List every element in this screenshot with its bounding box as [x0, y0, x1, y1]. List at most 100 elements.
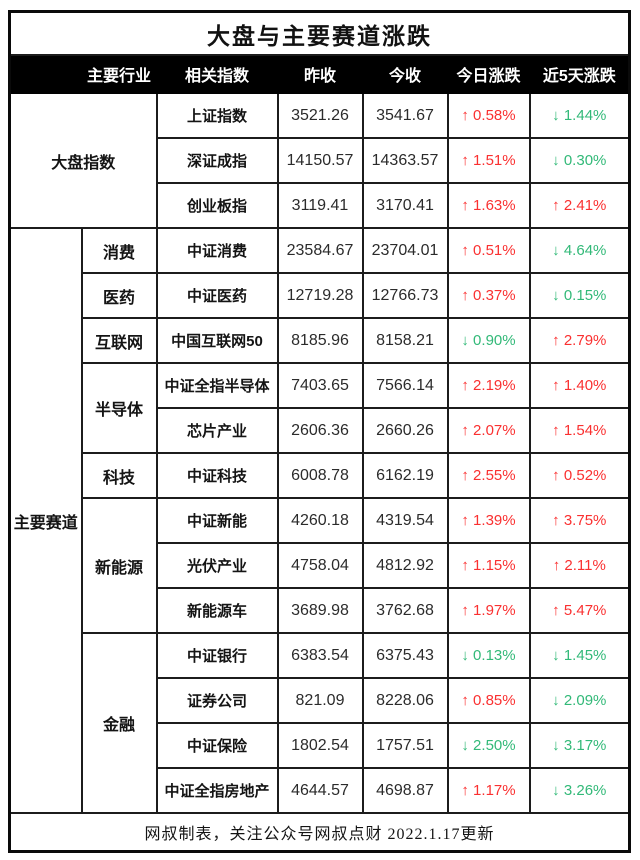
subsector-cell-consumer: 消费	[80, 227, 158, 274]
header-spacer	[8, 54, 83, 94]
table-row: 光伏产业 4758.04 4812.92 ↑ 1.15% ↑ 2.11%	[10, 542, 631, 589]
today-change-cell: ↑ 0.85%	[446, 677, 531, 724]
today-change-cell: ↑ 0.58%	[446, 92, 531, 139]
today-close-cell: 2660.26	[361, 407, 449, 454]
today-close-cell: 4698.87	[361, 767, 449, 814]
header-5day-change: 近5天涨跌	[528, 54, 631, 94]
five-day-change-cell: ↓ 0.30%	[528, 137, 631, 184]
prev-close-cell: 14150.57	[276, 137, 364, 184]
subsector-cell-new-energy: 新能源	[80, 497, 158, 634]
table-row: 科技 中证科技 6008.78 6162.19 ↑ 2.55% ↑ 0.52%	[10, 452, 631, 499]
index-name-cell: 中证全指房地产	[155, 767, 279, 814]
today-close-cell: 6375.43	[361, 632, 449, 679]
prev-close-cell: 4758.04	[276, 542, 364, 589]
today-change-cell: ↑ 1.17%	[446, 767, 531, 814]
today-close-cell: 4812.92	[361, 542, 449, 589]
today-close-cell: 1757.51	[361, 722, 449, 769]
today-close-cell: 3541.67	[361, 92, 449, 139]
table-row: 互联网 中国互联网50 8185.96 8158.21 ↓ 0.90% ↑ 2.…	[10, 317, 631, 364]
today-close-cell: 4319.54	[361, 497, 449, 544]
index-name-cell: 中证医药	[155, 272, 279, 319]
today-change-cell: ↓ 2.50%	[446, 722, 531, 769]
today-close-cell: 23704.01	[361, 227, 449, 274]
subsector-cell-finance: 金融	[80, 632, 158, 814]
header-index: 相关指数	[155, 54, 279, 94]
five-day-change-cell: ↓ 3.17%	[528, 722, 631, 769]
today-close-cell: 3762.68	[361, 587, 449, 634]
header-today-close: 今收	[361, 54, 449, 94]
five-day-change-cell: ↑ 2.11%	[528, 542, 631, 589]
header-industry: 主要行业	[80, 54, 158, 94]
subsector-cell-pharma: 医药	[80, 272, 158, 319]
five-day-change-cell: ↑ 3.75%	[528, 497, 631, 544]
index-name-cell: 中证新能	[155, 497, 279, 544]
index-name-cell: 中证保险	[155, 722, 279, 769]
today-change-cell: ↑ 2.55%	[446, 452, 531, 499]
table-row: 新能源 中证新能 4260.18 4319.54 ↑ 1.39% ↑ 3.75%	[10, 497, 631, 634]
market-sectors-table: 大盘与主要赛道涨跌 主要行业 相关指数 昨收 今收 今日涨跌 近5天涨跌 大盘指…	[8, 10, 632, 853]
sector-cell-market-index: 大盘指数	[8, 92, 158, 229]
five-day-change-cell: ↑ 1.40%	[528, 362, 631, 409]
five-day-change-cell: ↓ 4.64%	[528, 227, 631, 274]
five-day-change-cell: ↑ 1.54%	[528, 407, 631, 454]
five-day-change-cell: ↓ 3.26%	[528, 767, 631, 814]
today-close-cell: 7566.14	[361, 362, 449, 409]
five-day-change-cell: ↓ 1.44%	[528, 92, 631, 139]
index-name-cell: 中证银行	[155, 632, 279, 679]
prev-close-cell: 3521.26	[276, 92, 364, 139]
prev-close-cell: 6008.78	[276, 452, 364, 499]
prev-close-cell: 2606.36	[276, 407, 364, 454]
table-row: 芯片产业 2606.36 2660.26 ↑ 2.07% ↑ 1.54%	[10, 407, 631, 454]
table-row: 创业板指 3119.41 3170.41 ↑ 1.63% ↑ 2.41%	[10, 182, 631, 229]
today-close-cell: 8228.06	[361, 677, 449, 724]
index-name-cell: 中证全指半导体	[155, 362, 279, 409]
index-name-cell: 深证成指	[155, 137, 279, 184]
prev-close-cell: 4644.57	[276, 767, 364, 814]
table-row: 金融 中证银行 6383.54 6375.43 ↓ 0.13% ↓ 1.45%	[10, 632, 631, 814]
five-day-change-cell: ↑ 2.79%	[528, 317, 631, 364]
today-change-cell: ↑ 1.39%	[446, 497, 531, 544]
prev-close-cell: 4260.18	[276, 497, 364, 544]
table-row: 主要赛道 消费 中证消费 23584.67 23704.01 ↑ 0.51% ↓…	[8, 227, 631, 814]
five-day-change-cell: ↓ 1.45%	[528, 632, 631, 679]
today-close-cell: 6162.19	[361, 452, 449, 499]
today-close-cell: 3170.41	[361, 182, 449, 229]
prev-close-cell: 7403.65	[276, 362, 364, 409]
index-name-cell: 中证消费	[155, 227, 279, 274]
prev-close-cell: 8185.96	[276, 317, 364, 364]
today-change-cell: ↑ 1.51%	[446, 137, 531, 184]
footer-row: 网叔制表，关注公众号网叔点财 2022.1.17更新	[8, 812, 631, 852]
title-row: 大盘与主要赛道涨跌	[8, 10, 631, 56]
index-name-cell: 芯片产业	[155, 407, 279, 454]
footer-note: 网叔制表，关注公众号网叔点财 2022.1.17更新	[8, 812, 631, 852]
index-name-cell: 光伏产业	[155, 542, 279, 589]
table-row: 深证成指 14150.57 14363.57 ↑ 1.51% ↓ 0.30%	[10, 137, 631, 184]
table-row: 医药 中证医药 12719.28 12766.73 ↑ 0.37% ↓ 0.15…	[10, 272, 631, 319]
index-name-cell: 中证科技	[155, 452, 279, 499]
today-change-cell: ↑ 0.51%	[446, 227, 531, 274]
subsector-cell-semiconductor: 半导体	[80, 362, 158, 454]
prev-close-cell: 3689.98	[276, 587, 364, 634]
today-change-cell: ↓ 0.13%	[446, 632, 531, 679]
table-row: 证券公司 821.09 8228.06 ↑ 0.85% ↓ 2.09%	[10, 677, 631, 724]
table-row: 大盘指数 上证指数 3521.26 3541.67 ↑ 0.58% ↓ 1.44…	[8, 92, 631, 229]
five-day-change-cell: ↑ 2.41%	[528, 182, 631, 229]
today-close-cell: 12766.73	[361, 272, 449, 319]
today-change-cell: ↑ 0.37%	[446, 272, 531, 319]
index-name-cell: 证券公司	[155, 677, 279, 724]
sector-cell-main-tracks: 主要赛道	[8, 227, 83, 814]
table-row: 中证保险 1802.54 1757.51 ↓ 2.50% ↓ 3.17%	[10, 722, 631, 769]
table-row: 中证全指房地产 4644.57 4698.87 ↑ 1.17% ↓ 3.26%	[10, 767, 631, 814]
prev-close-cell: 6383.54	[276, 632, 364, 679]
prev-close-cell: 1802.54	[276, 722, 364, 769]
table-row: 新能源车 3689.98 3762.68 ↑ 1.97% ↑ 5.47%	[10, 587, 631, 634]
five-day-change-cell: ↑ 0.52%	[528, 452, 631, 499]
today-close-cell: 14363.57	[361, 137, 449, 184]
today-change-cell: ↑ 2.07%	[446, 407, 531, 454]
prev-close-cell: 821.09	[276, 677, 364, 724]
today-change-cell: ↓ 0.90%	[446, 317, 531, 364]
today-close-cell: 8158.21	[361, 317, 449, 364]
today-change-cell: ↑ 1.15%	[446, 542, 531, 589]
header-today-change: 今日涨跌	[446, 54, 531, 94]
today-change-cell: ↑ 2.19%	[446, 362, 531, 409]
